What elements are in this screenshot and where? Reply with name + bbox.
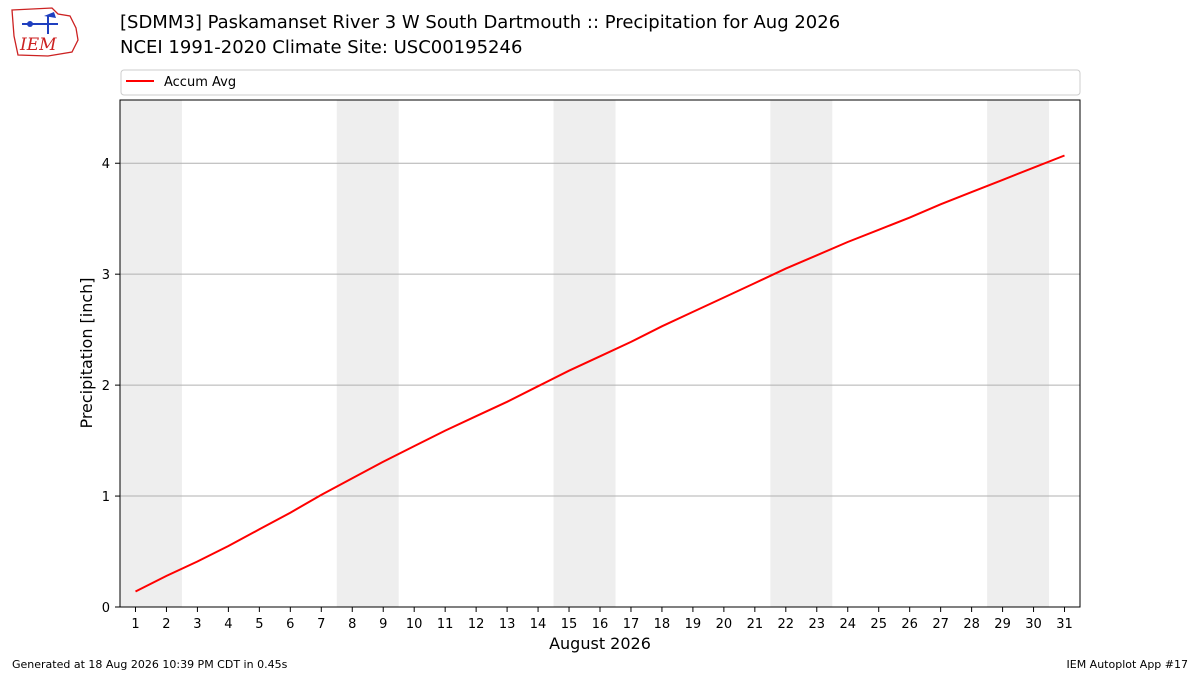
x-tick-label: 24	[839, 617, 856, 632]
x-tick-label: 21	[747, 617, 764, 632]
chart-title: [SDMM3] Paskamanset River 3 W South Dart…	[120, 12, 841, 33]
x-tick-label: 6	[286, 617, 294, 632]
legend-label: Accum Avg	[164, 75, 236, 90]
iem-logo: IEM	[11, 7, 79, 57]
y-tick-label: 0	[102, 601, 110, 616]
y-tick-label: 1	[102, 490, 110, 505]
series-lines	[135, 154, 1065, 593]
x-tick-label: 27	[932, 617, 949, 632]
x-tick-label: 2	[162, 617, 170, 632]
x-tick-label: 13	[499, 617, 516, 632]
autoplot-app-label: IEM Autoplot App #17	[1066, 658, 1189, 671]
x-tick-label: 11	[437, 617, 454, 632]
generated-timestamp: Generated at 18 Aug 2026 10:39 PM CDT in…	[12, 658, 288, 671]
weekend-bands	[120, 100, 1050, 607]
chart-subtitle: NCEI 1991-2020 Climate Site: USC00195246	[120, 37, 523, 58]
x-tick-label: 28	[963, 617, 980, 632]
x-tick-label: 22	[778, 617, 795, 632]
x-tick-label: 9	[379, 617, 387, 632]
x-tick-label: 1	[131, 617, 139, 632]
x-tick-label: 31	[1056, 617, 1073, 632]
x-tick-label: 5	[255, 617, 263, 632]
x-tick-label: 14	[530, 617, 547, 632]
x-tick-label: 25	[870, 617, 887, 632]
logo-wordmark: IEM	[19, 35, 57, 55]
y-tick-label: 2	[102, 379, 110, 394]
weekend-band	[120, 100, 182, 607]
x-tick-label: 23	[809, 617, 826, 632]
x-tick-label: 29	[994, 617, 1011, 632]
x-tick-label: 4	[224, 617, 232, 632]
x-tick-label: 30	[1025, 617, 1042, 632]
x-tick-label: 20	[716, 617, 733, 632]
x-tick-label: 19	[685, 617, 702, 632]
x-tick-label: 7	[317, 617, 325, 632]
y-tick-label: 3	[102, 268, 110, 283]
x-tick-label: 12	[468, 617, 485, 632]
x-tick-label: 26	[901, 617, 918, 632]
x-tick-label: 15	[561, 617, 578, 632]
weekend-band	[336, 100, 399, 607]
x-axis-ticks: 1 2 3 4 5 6 7 8 9 10 11 12 13 14 15 16 17 18 19 20 21 22 23 24 2…	[131, 607, 1073, 632]
x-tick-label: 17	[623, 617, 640, 632]
weekend-band	[987, 100, 1050, 607]
y-axis-ticks: 0 1 2 3 4	[102, 157, 120, 616]
x-tick-label: 3	[193, 617, 201, 632]
y-axis-label: Precipitation [inch]	[77, 277, 96, 428]
x-axis-label: August 2026	[549, 634, 651, 653]
weekend-band	[770, 100, 833, 607]
legend-box	[120, 69, 1081, 96]
legend: Accum Avg	[120, 69, 1081, 96]
x-tick-label: 8	[348, 617, 356, 632]
y-gridlines	[120, 162, 1080, 497]
x-tick-label: 10	[406, 617, 423, 632]
x-tick-label: 16	[592, 617, 609, 632]
x-tick-label: 18	[654, 617, 671, 632]
series-line-accum-avg	[135, 154, 1065, 593]
y-tick-label: 4	[102, 157, 110, 172]
